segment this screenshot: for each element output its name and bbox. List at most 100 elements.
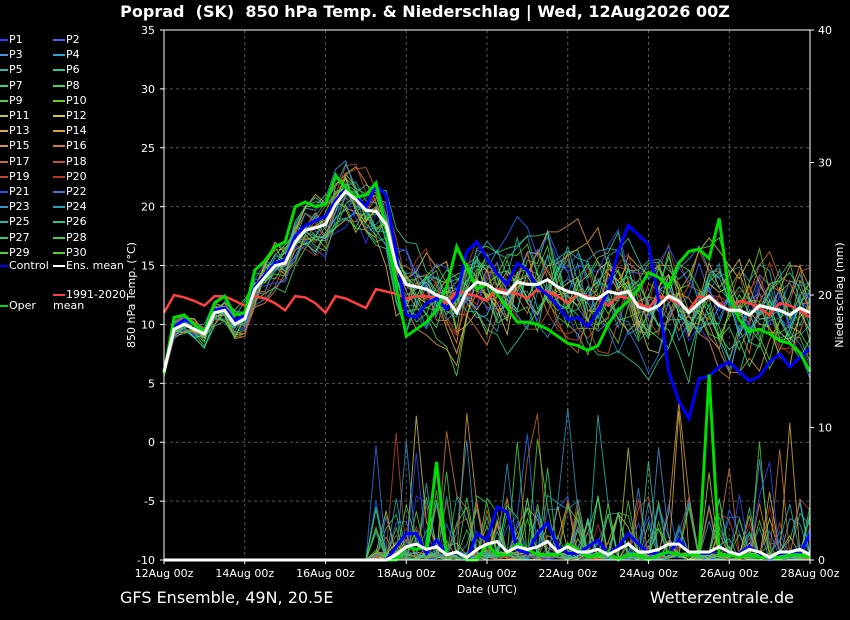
legend-item: Oper [0,299,36,312]
legend-label: P7 [9,78,23,92]
y2-tick-label: 20 [818,289,832,302]
legend-item: Ens. mean [53,259,124,272]
legend-swatch [0,130,8,133]
legend-label: P14 [66,124,87,138]
x-tick-label: 28Aug 00z [781,567,840,580]
ensemble-temp-line [163,196,811,372]
legend-label: P16 [66,139,87,153]
legend-label: P8 [66,78,80,92]
legend-label: P25 [9,215,30,229]
legend-swatch [0,39,8,41]
legend-swatch [0,206,8,209]
legend-item: P28 [53,231,87,244]
x-tick-label: 18Aug 00z [377,567,436,580]
legend-swatch [53,175,65,178]
x-tick-label: 16Aug 00z [296,567,355,580]
legend-swatch [53,39,65,41]
legend-item: P2 [53,33,80,46]
axes: -10 -5 0 5 10 15 20 25 30 35 0 10 20 30 40 12Aug 00z 14A… [125,24,846,596]
legend-item: 1991-2020 mean [53,289,126,311]
legend-label: P1 [9,33,23,46]
legend-item: P25 [0,215,30,228]
legend-item: P30 [53,246,87,259]
legend-item: P20 [53,170,87,183]
ensemble-temp-line [163,197,811,380]
y-tick-label: 25 [141,142,155,155]
legend-item: P5 [0,63,23,76]
legend-swatch [0,221,8,224]
ensemble-temp-line [163,166,811,367]
legend-label: P28 [66,230,87,244]
legend-swatch [53,115,65,117]
y-tick-label: 20 [141,201,155,214]
legend-item: P15 [0,139,30,152]
y2-tick-label: 0 [818,554,825,567]
ensemble-temp-line [163,181,811,371]
legend-swatch [0,99,8,102]
legend-item: P7 [0,79,23,92]
y-tick-label: 35 [141,24,155,37]
legend-swatch [0,175,8,178]
legend-item: Control [0,259,49,272]
legend-swatch [53,84,65,87]
legend-item: P10 [53,94,87,107]
legend-item: P29 [0,246,30,259]
legend-swatch [53,145,65,148]
legend-item: P1 [0,33,23,46]
legend-swatch [53,265,65,267]
legend-label: P18 [66,154,87,168]
y-tick-label: 10 [141,318,155,331]
y-tick-label: -10 [137,554,155,567]
y-tick-label: 0 [148,436,155,449]
legend-label: P11 [9,109,30,122]
legend-label: 1991-2020 mean [53,288,126,312]
legend-item: P21 [0,185,30,198]
legend-item: P16 [53,139,87,152]
legend-swatch [53,221,65,224]
legend-label: P30 [66,245,87,259]
legend-label: P27 [9,230,30,244]
legend-label: P26 [66,215,87,229]
y2-tick-label: 40 [818,24,832,37]
legend-label: P4 [66,48,80,62]
y2-axis-label: Niederschlag (mm) [833,242,846,347]
legend-swatch [53,191,65,193]
legend-label: P21 [9,185,30,198]
legend-item: P23 [0,200,30,213]
legend-item: P12 [53,109,87,122]
legend-swatch [53,130,65,133]
x-tick-label: 14Aug 00z [215,567,274,580]
model-info: GFS Ensemble, 49N, 20.5E [120,588,334,607]
legend-item: P11 [0,109,30,122]
legend-swatch [0,236,8,239]
legend-swatch [0,160,8,163]
y-axis-label: 850 hPa Temp. (°C) [125,242,138,348]
legend-item: P4 [53,48,80,61]
legend-label: P13 [9,124,30,138]
x-tick-label: 26Aug 00z [700,567,759,580]
legend-swatch [53,294,65,296]
x-tick-label: 22Aug 00z [538,567,597,580]
y-tick-label: 5 [148,377,155,390]
temp-line-control [162,183,812,423]
legend-swatch [53,206,65,209]
x-tick-label: 20Aug 00z [458,567,517,580]
legend-label: P6 [66,63,80,77]
chart-title: Poprad (SK) 850 hPa Temp. & Niederschlag… [120,2,730,21]
legend-item: P14 [53,124,87,137]
legend-label: P10 [66,93,87,107]
y-tick-label: 15 [141,260,155,273]
legend-item: P8 [53,79,80,92]
legend-swatch [0,69,8,72]
legend-label: P5 [9,63,23,77]
legend-label: P23 [9,200,30,214]
legend-swatch [0,305,8,307]
temp-line-1991-2020-mean [162,287,811,319]
legend-label: P24 [66,200,87,214]
legend-label: P17 [9,154,30,168]
legend-item: P17 [0,155,30,168]
x-axis-label: Date (UTC) [457,583,517,596]
legend-swatch [0,115,8,117]
legend-swatch [0,251,8,254]
